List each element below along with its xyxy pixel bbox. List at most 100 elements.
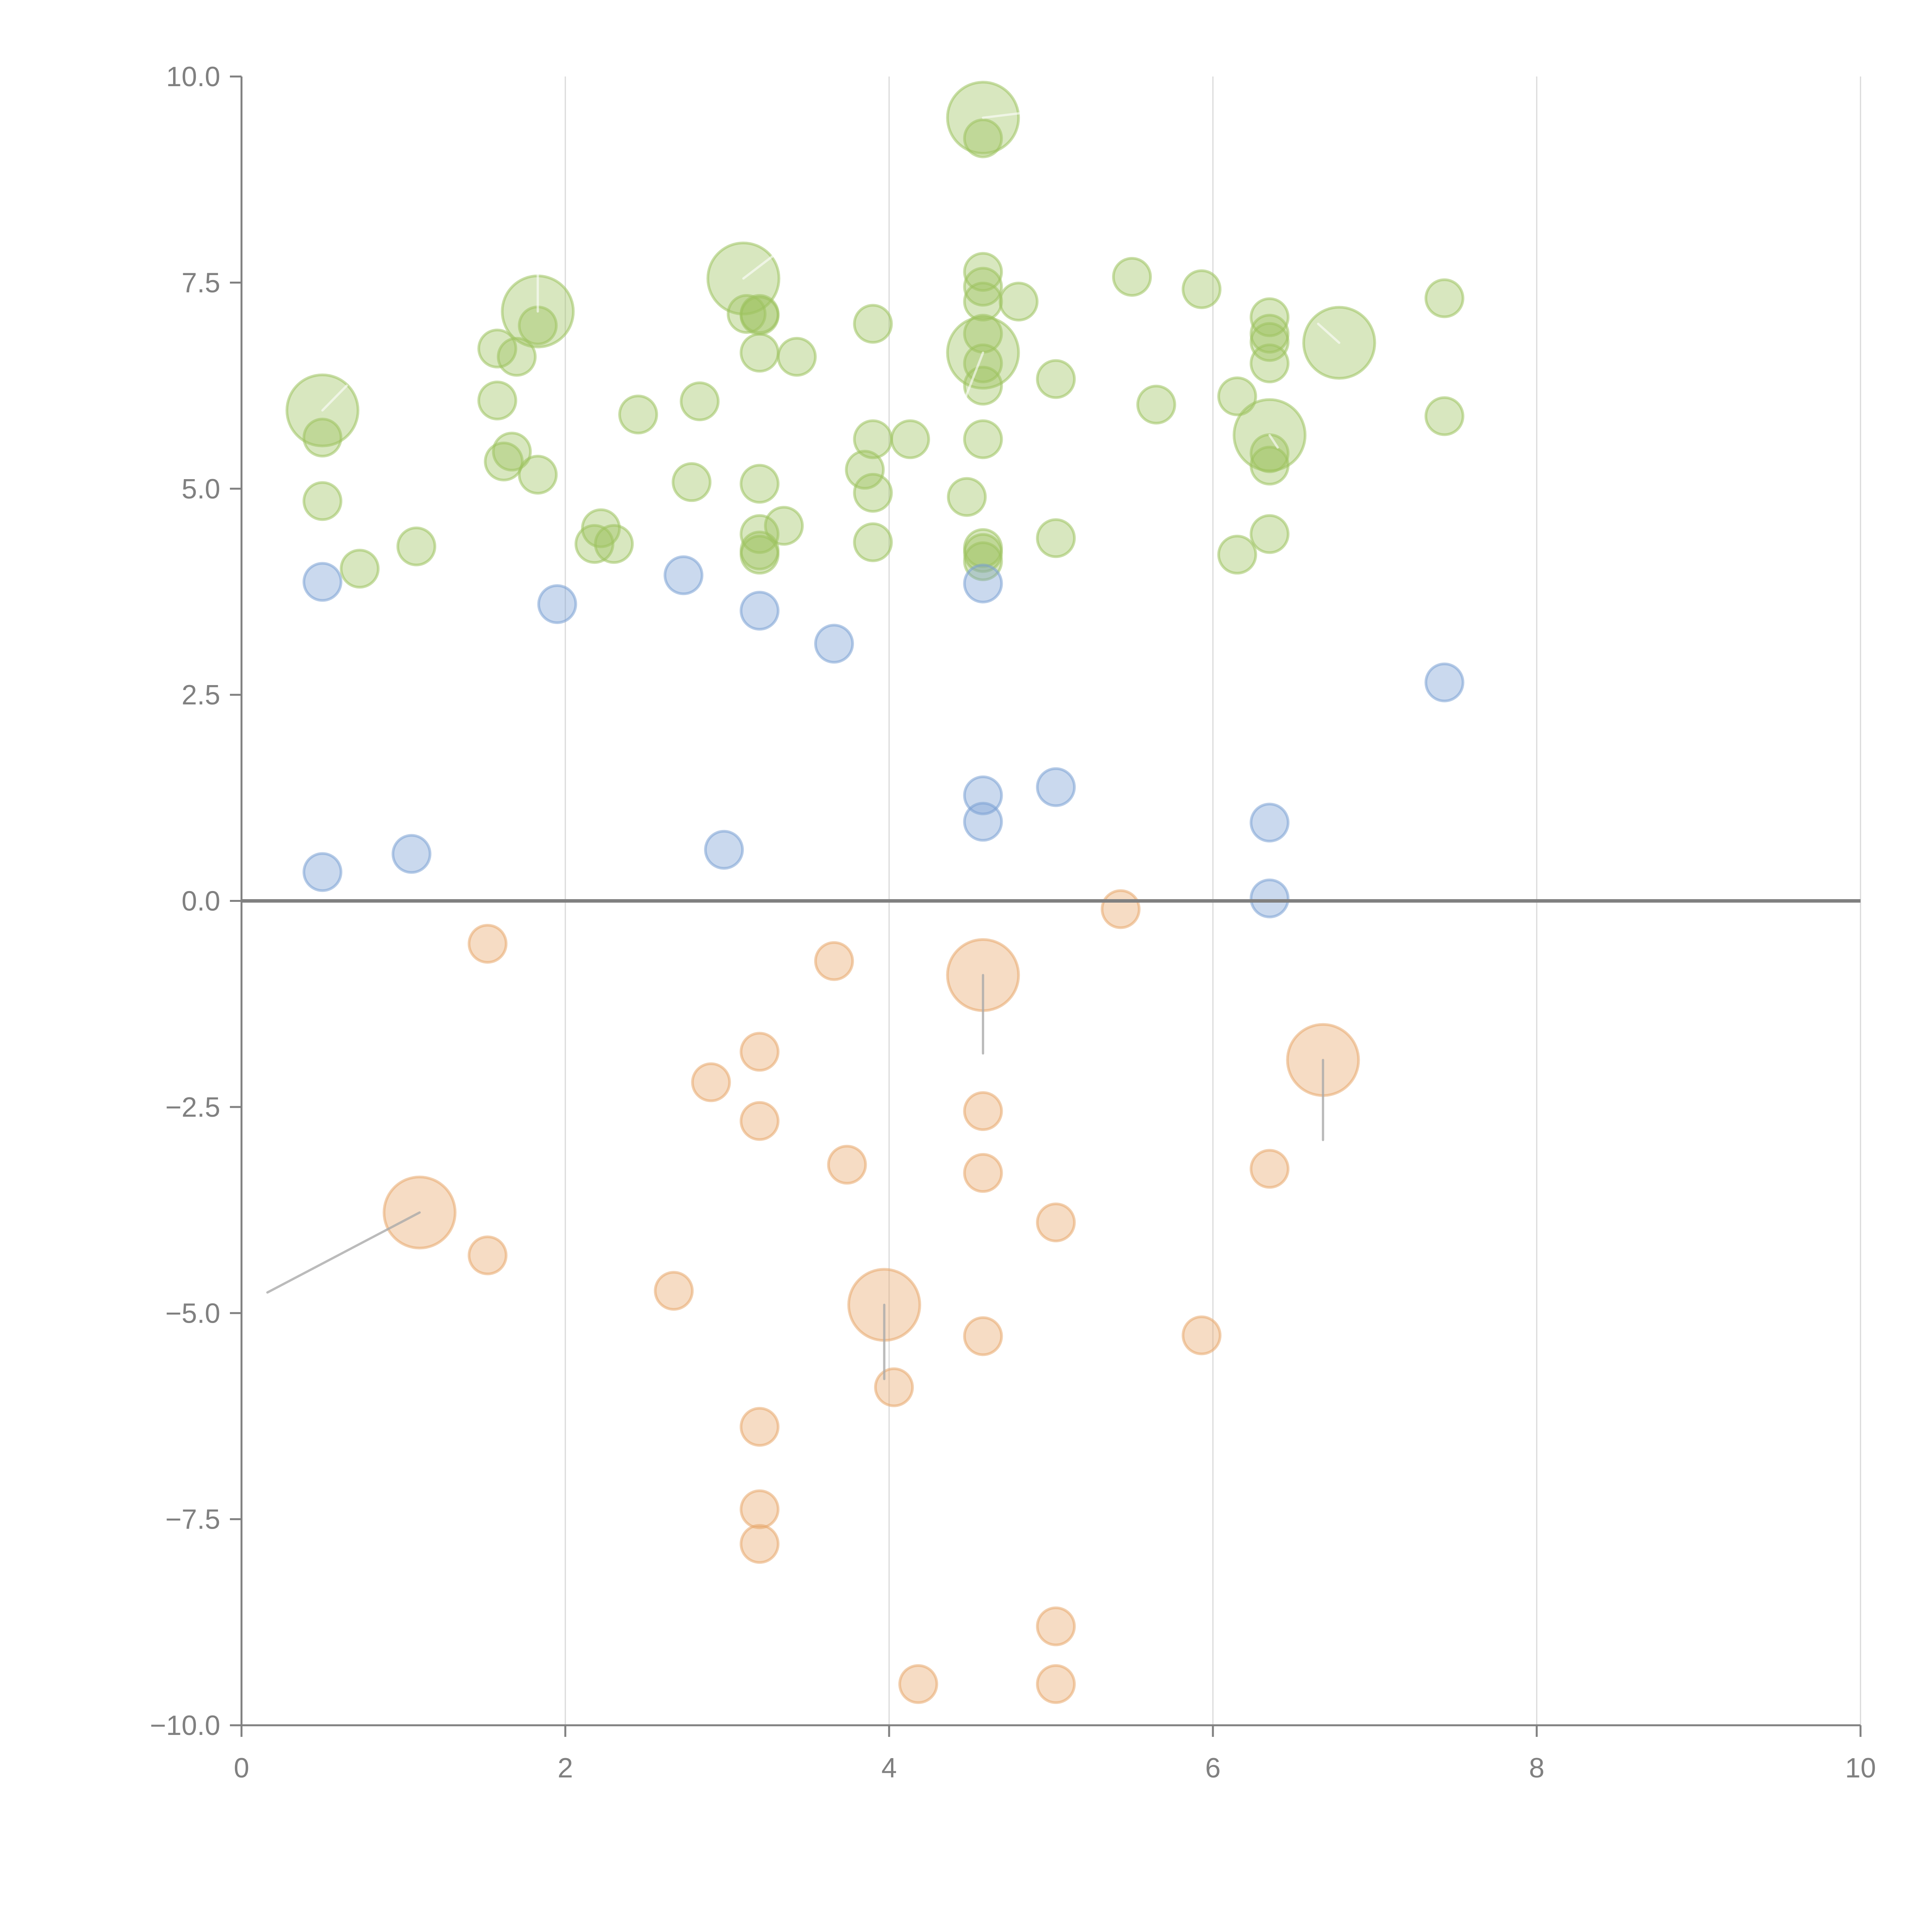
bubble-orange-20[interactable] [740,1407,780,1447]
bubble-green-45[interactable] [853,473,893,513]
bubble-green-31[interactable] [1036,359,1076,399]
bubble-orange-13[interactable] [468,1235,508,1276]
bubble-orange-1[interactable] [814,941,854,981]
bubble-green-37[interactable] [1036,518,1076,558]
series-orange [383,889,1360,1704]
leader-line-3 [321,384,348,412]
bubble-orange-3[interactable] [1100,889,1141,929]
bubble-green-46[interactable] [853,522,893,562]
bubble-green-1[interactable] [963,118,1003,158]
bubble-blue-6[interactable] [1424,662,1464,702]
bubble-orange-15[interactable] [654,1271,694,1311]
bubble-orange-11[interactable] [1250,1149,1290,1189]
bubble-blue-2[interactable] [663,555,704,595]
bubble-blue-0[interactable] [303,562,342,602]
bubble-green-43[interactable] [853,419,893,459]
bubble-green-13[interactable] [963,281,1003,321]
bubble-blue-8[interactable] [1036,767,1076,807]
bubble-orange-9[interactable] [827,1145,867,1185]
bubble-green-30[interactable] [1136,384,1176,425]
bubble-blue-12[interactable] [704,830,744,870]
bubble-green-24[interactable] [1250,322,1290,362]
bubble-green-57[interactable] [594,524,634,564]
bubble-green-34[interactable] [1250,446,1290,486]
bubble-blue-14[interactable] [303,852,342,892]
bubble-green-65[interactable] [303,417,342,457]
label-leaders [266,108,1340,1380]
bubble-green-54[interactable] [618,395,658,435]
bubble-green-50[interactable] [740,534,780,575]
bubble-orange-4[interactable] [740,1032,780,1072]
bubble-orange-22[interactable] [740,1524,780,1564]
bubble-orange-10[interactable] [963,1153,1003,1193]
bubble-green-8[interactable] [740,333,780,373]
y-tick-label: 7.5 [182,267,220,298]
bubble-green-67[interactable] [340,549,380,589]
bubble-orange-14[interactable] [1036,1202,1076,1243]
bubble-green-53[interactable] [680,381,720,422]
bubble-green-58[interactable] [477,328,517,369]
bubble-green-19[interactable] [963,419,1003,459]
bubble-green-36[interactable] [1217,534,1257,575]
bubble-green-35[interactable] [1250,514,1290,554]
bubble-orange-25[interactable] [1036,1664,1076,1704]
bubble-orange-0[interactable] [468,923,508,964]
bubble-orange-5[interactable] [691,1062,731,1102]
bubble-green-20[interactable] [1112,257,1152,297]
bubble-green-14[interactable] [998,281,1039,321]
bubble-green-51[interactable] [740,464,780,504]
bubble-green-28[interactable] [1424,396,1464,436]
bubbles [286,81,1464,1704]
bubble-orange-18[interactable] [1182,1315,1222,1355]
bubble-green-17[interactable] [963,343,1003,383]
bubble-green-52[interactable] [672,462,712,502]
bubble-green-25[interactable] [1250,343,1290,383]
bubble-orange-23[interactable] [1036,1606,1076,1646]
bubble-green-21[interactable] [1182,269,1222,309]
bubble-blue-10[interactable] [1250,803,1290,843]
bubble-blue-13[interactable] [391,834,432,874]
bubble-blue-11[interactable] [1250,878,1290,918]
y-tick-label: −7.5 [165,1504,220,1535]
x-ticks: 0 2 4 6 8 10 [234,1725,1876,1784]
bubble-green-7[interactable] [740,296,780,336]
bubble-green-63[interactable] [518,454,558,495]
bubble-green-29[interactable] [1217,376,1257,417]
bubble-green-12[interactable] [963,267,1003,307]
bubble-green-9[interactable] [777,337,817,377]
bubble-green-11[interactable] [963,252,1003,292]
y-tick-label: 0.0 [182,886,220,917]
bubble-green-27[interactable] [1424,278,1464,318]
y-ticks: 10.0 7.5 5.0 2.5 0.0 −2.5 −5.0 −7.5 −10.0 [150,61,242,1741]
bubble-green-60[interactable] [477,380,517,420]
bubble-blue-5[interactable] [963,563,1003,604]
bubble-green-41[interactable] [947,477,987,517]
bubble-orange-17[interactable] [963,1316,1003,1356]
bubble-green-40[interactable] [963,541,1003,581]
bubble-orange-21[interactable] [740,1489,780,1529]
bubble-green-6[interactable] [726,294,767,334]
bubble-green-44[interactable] [845,450,885,490]
bubble-blue-9[interactable] [963,802,1003,842]
bubble-green-47[interactable] [764,506,804,546]
bubble-green-62[interactable] [484,441,524,481]
bubble-orange-19[interactable] [874,1367,914,1407]
bubble-blue-4[interactable] [814,624,854,664]
bubble-green-10[interactable] [853,304,893,344]
bubble-blue-3[interactable] [740,591,780,631]
bubble-green-59[interactable] [497,337,537,377]
x-tick-label: 6 [1205,1753,1221,1784]
axes [240,77,1861,1726]
y-tick-label: −10.0 [150,1710,220,1741]
bubble-green-66[interactable] [303,481,342,521]
bubble-green-42[interactable] [890,419,930,459]
bubble-orange-7[interactable] [963,1091,1003,1131]
bubble-green-68[interactable] [396,526,437,566]
y-tick-label: 10.0 [166,61,220,92]
bubble-green-48[interactable] [740,514,780,554]
bubble-orange-6[interactable] [740,1101,780,1141]
bubble-orange-24[interactable] [898,1664,938,1704]
x-tick-label: 8 [1529,1753,1544,1784]
bubble-blue-1[interactable] [537,584,577,624]
